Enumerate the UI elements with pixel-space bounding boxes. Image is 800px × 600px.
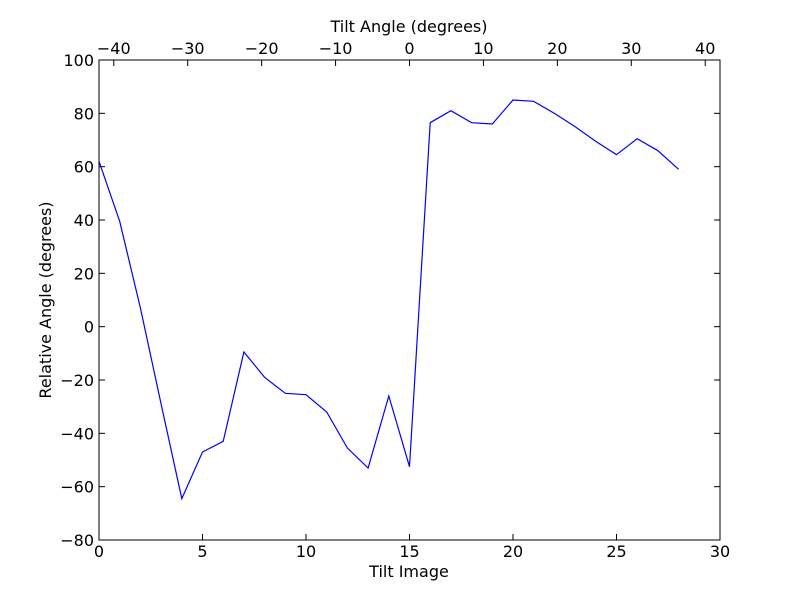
x-tick-label: 15 [399, 542, 419, 561]
x-tick-label: 5 [197, 542, 207, 561]
top-tick-label: −30 [171, 39, 205, 58]
y-tick-label: −20 [60, 371, 94, 390]
top-tick-label: 10 [473, 39, 493, 58]
x-axis-label: Tilt Image [368, 562, 449, 581]
plot-frame [98, 59, 721, 541]
y-tick-label: −40 [60, 424, 94, 443]
x-tick-label: 0 [94, 542, 104, 561]
top-tick-label: −40 [97, 39, 131, 58]
top-tick-label: −10 [319, 39, 353, 58]
y-tick-label: 80 [74, 104, 94, 123]
x-tick-label: 25 [606, 542, 626, 561]
x-tick-label: 30 [710, 542, 730, 561]
ticks-layer: 0 5 10 15 20 25 30 −40 −30 −20 −10 0 10 20 30 40 −80 −60 −… [60, 39, 730, 561]
x-tick-label: 20 [503, 542, 523, 561]
y-tick-label: 20 [74, 264, 94, 283]
y-tick-label: −80 [60, 531, 94, 550]
y-tick-label: −60 [60, 478, 94, 497]
top-axis-label: Tilt Angle (degrees) [329, 17, 487, 36]
series-line [98, 99, 680, 501]
top-tick-label: 20 [547, 39, 567, 58]
top-tick-label: −20 [245, 39, 279, 58]
y-tick-label: 0 [84, 318, 94, 337]
top-tick-label: 30 [621, 39, 641, 58]
x-tick-label: 10 [296, 542, 316, 561]
y-tick-label: 60 [74, 158, 94, 177]
y-tick-label: 40 [74, 211, 94, 230]
top-tick-label: 40 [695, 39, 715, 58]
y-tick-label: 100 [63, 51, 94, 70]
y-axis-label: Relative Angle (degrees) [36, 201, 55, 398]
top-tick-label: 0 [404, 39, 414, 58]
